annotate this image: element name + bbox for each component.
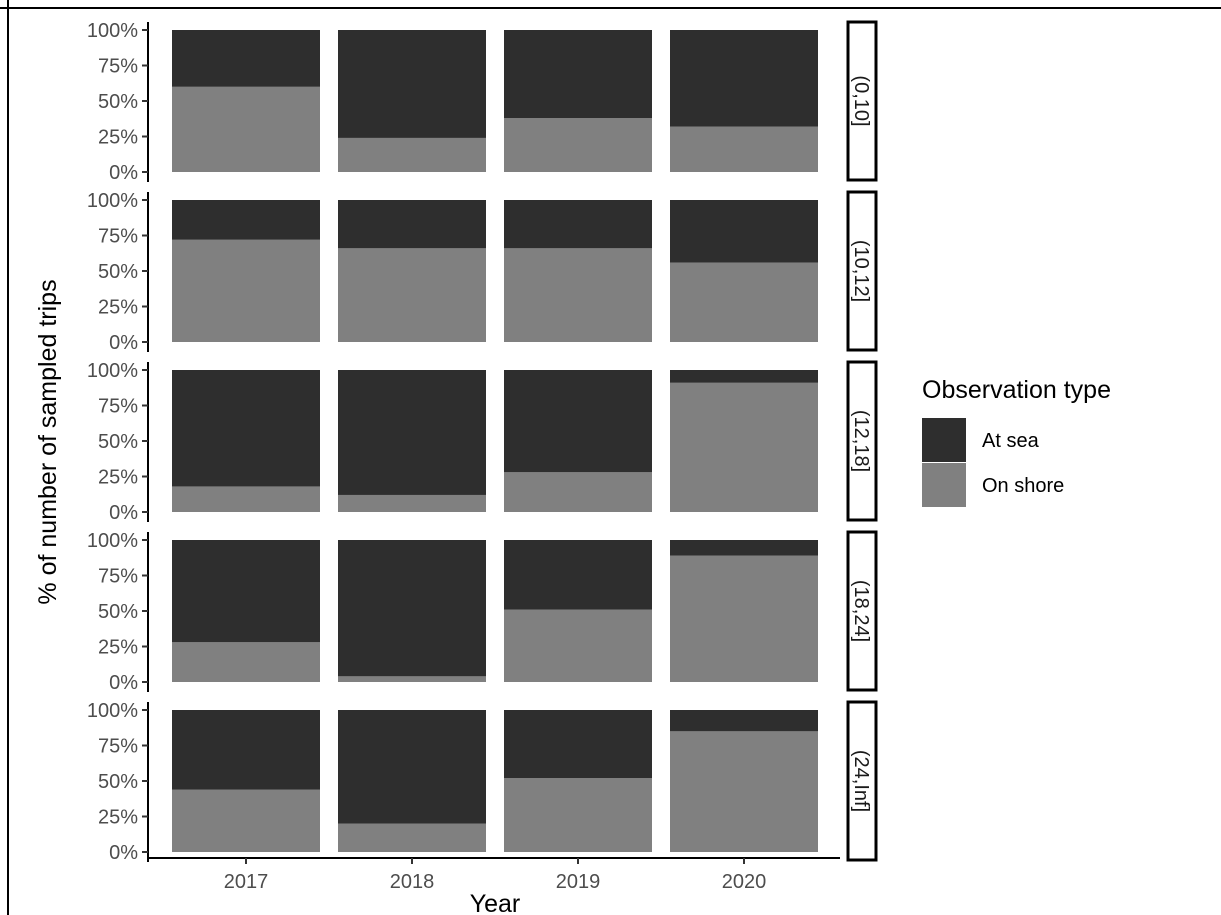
bar-on-shore	[172, 239, 320, 342]
bar-at-sea	[670, 370, 818, 383]
bar-on-shore	[504, 118, 652, 172]
legend-title: Observation type	[922, 376, 1111, 404]
bar-on-shore	[338, 823, 486, 852]
y-tick-label: 25%	[98, 467, 138, 489]
bar-at-sea	[338, 710, 486, 824]
bar-at-sea	[172, 370, 320, 487]
y-tick-label: 50%	[98, 601, 138, 623]
bar-at-sea	[670, 200, 818, 263]
y-tick-label: 25%	[98, 807, 138, 829]
facet-panel: 0% 25% 50% 75% 100% (12,18]	[87, 360, 878, 524]
bar-at-sea	[338, 30, 486, 138]
bar-at-sea	[172, 710, 320, 790]
bar-at-sea	[504, 200, 652, 249]
bar-on-shore	[172, 486, 320, 512]
legend-key	[922, 418, 966, 462]
y-tick-label: 75%	[98, 396, 138, 418]
facet-strip	[846, 700, 878, 862]
facet-strip	[846, 530, 878, 692]
bar-at-sea	[172, 540, 320, 643]
facet-strip-label: (24,Inf]	[850, 750, 872, 812]
bar-at-sea	[504, 710, 652, 779]
x-axis: 2017 2018 2019 2020	[148, 857, 840, 893]
x-tick-label: 2018	[390, 871, 435, 893]
bar-at-sea	[172, 200, 320, 240]
y-tick-label: 100%	[87, 190, 138, 212]
y-tick-label: 75%	[98, 226, 138, 248]
y-tick-label: 25%	[98, 637, 138, 659]
bar-at-sea	[504, 540, 652, 610]
y-tick-label: 0%	[109, 502, 138, 524]
x-tick-label: 2019	[556, 871, 601, 893]
y-tick-label: 0%	[109, 842, 138, 864]
y-tick-label: 100%	[87, 700, 138, 722]
bar-on-shore	[670, 731, 818, 852]
y-tick-label: 75%	[98, 736, 138, 758]
facet-strip-label: (10,12]	[850, 240, 872, 302]
legend-key	[922, 463, 966, 507]
y-tick-label: 50%	[98, 91, 138, 113]
facet-strip	[846, 190, 878, 352]
legend-label: At sea	[982, 430, 1040, 452]
bar-on-shore	[338, 248, 486, 342]
bar-at-sea	[504, 370, 652, 473]
facet-strip	[846, 360, 878, 522]
bar-on-shore	[670, 126, 818, 172]
bar-on-shore	[504, 472, 652, 512]
bar-at-sea	[338, 200, 486, 249]
bar-on-shore	[504, 778, 652, 852]
bar-on-shore	[670, 555, 818, 682]
bar-on-shore	[172, 642, 320, 682]
x-tick-label: 2020	[722, 871, 767, 893]
y-tick-label: 50%	[98, 431, 138, 453]
bar-at-sea	[504, 30, 652, 119]
y-tick-label: 0%	[109, 162, 138, 184]
facet-strip-label: (0,10]	[850, 75, 872, 126]
x-tick-label: 2017	[224, 871, 269, 893]
bar-on-shore	[338, 676, 486, 682]
y-tick-label: 25%	[98, 297, 138, 319]
y-tick-label: 100%	[87, 530, 138, 552]
bar-on-shore	[504, 248, 652, 342]
y-tick-label: 100%	[87, 20, 138, 42]
y-tick-label: 75%	[98, 56, 138, 78]
bar-on-shore	[670, 382, 818, 512]
facet-panel: 0% 25% 50% 75% 100% (18,24]	[87, 530, 878, 694]
y-tick-label: 50%	[98, 261, 138, 283]
y-tick-label: 50%	[98, 771, 138, 793]
facet-panel: 0% 25% 50% 75% 100% (10,12]	[87, 190, 878, 354]
bar-on-shore	[172, 86, 320, 172]
bar-on-shore	[172, 789, 320, 852]
bar-at-sea	[670, 30, 818, 127]
y-tick-label: 25%	[98, 127, 138, 149]
facet-strip	[846, 20, 878, 182]
bar-at-sea	[338, 370, 486, 495]
y-tick-label: 75%	[98, 566, 138, 588]
facet-strip-label: (18,24]	[850, 580, 872, 642]
y-tick-label: 0%	[109, 332, 138, 354]
bar-at-sea	[670, 710, 818, 732]
legend-label: On shore	[982, 475, 1064, 497]
bar-on-shore	[504, 609, 652, 682]
bar-on-shore	[338, 494, 486, 512]
x-axis-title: Year	[470, 890, 521, 915]
bar-at-sea	[172, 30, 320, 87]
bar-at-sea	[338, 540, 486, 677]
legend: Observation type At sea On shore	[922, 376, 1111, 507]
facet-panel: 0% 25% 50% 75% 100% (0,10]	[87, 20, 878, 184]
y-tick-label: 0%	[109, 672, 138, 694]
facet-strip-label: (12,18]	[850, 410, 872, 472]
bar-at-sea	[670, 540, 818, 556]
y-axis-title: % of number of sampled trips	[34, 279, 62, 604]
y-tick-label: 100%	[87, 360, 138, 382]
facet-panel: 0% 25% 50% 75% 100% (24,Inf]	[87, 700, 878, 864]
bar-on-shore	[338, 137, 486, 172]
facet-panels: 0% 25% 50% 75% 100% (0,10] 0% 25% 50% 75% 100% (10,…	[87, 20, 878, 864]
bar-on-shore	[670, 262, 818, 342]
